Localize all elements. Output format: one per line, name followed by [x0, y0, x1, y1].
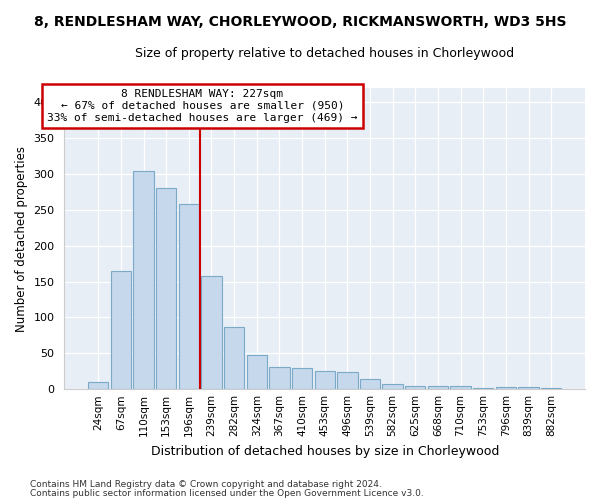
Text: Contains public sector information licensed under the Open Government Licence v3: Contains public sector information licen…: [30, 488, 424, 498]
Y-axis label: Number of detached properties: Number of detached properties: [15, 146, 28, 332]
Bar: [269, 367, 290, 389]
Bar: [292, 368, 312, 389]
Bar: [451, 386, 471, 389]
Bar: [473, 388, 493, 389]
Bar: [496, 387, 516, 389]
Bar: [156, 188, 176, 389]
Bar: [360, 379, 380, 389]
Text: 8 RENDLESHAM WAY: 227sqm
← 67% of detached houses are smaller (950)
33% of semi-: 8 RENDLESHAM WAY: 227sqm ← 67% of detach…: [47, 90, 358, 122]
Bar: [88, 382, 109, 389]
Bar: [541, 388, 562, 389]
Text: Contains HM Land Registry data © Crown copyright and database right 2024.: Contains HM Land Registry data © Crown c…: [30, 480, 382, 489]
X-axis label: Distribution of detached houses by size in Chorleywood: Distribution of detached houses by size …: [151, 444, 499, 458]
Bar: [224, 327, 244, 389]
Bar: [314, 372, 335, 389]
Bar: [201, 276, 221, 389]
Bar: [133, 170, 154, 389]
Bar: [382, 384, 403, 389]
Bar: [111, 271, 131, 389]
Bar: [428, 386, 448, 389]
Bar: [247, 356, 267, 389]
Bar: [179, 204, 199, 389]
Title: Size of property relative to detached houses in Chorleywood: Size of property relative to detached ho…: [135, 48, 514, 60]
Bar: [405, 386, 425, 389]
Bar: [518, 387, 539, 389]
Text: 8, RENDLESHAM WAY, CHORLEYWOOD, RICKMANSWORTH, WD3 5HS: 8, RENDLESHAM WAY, CHORLEYWOOD, RICKMANS…: [34, 15, 566, 29]
Bar: [337, 372, 358, 389]
